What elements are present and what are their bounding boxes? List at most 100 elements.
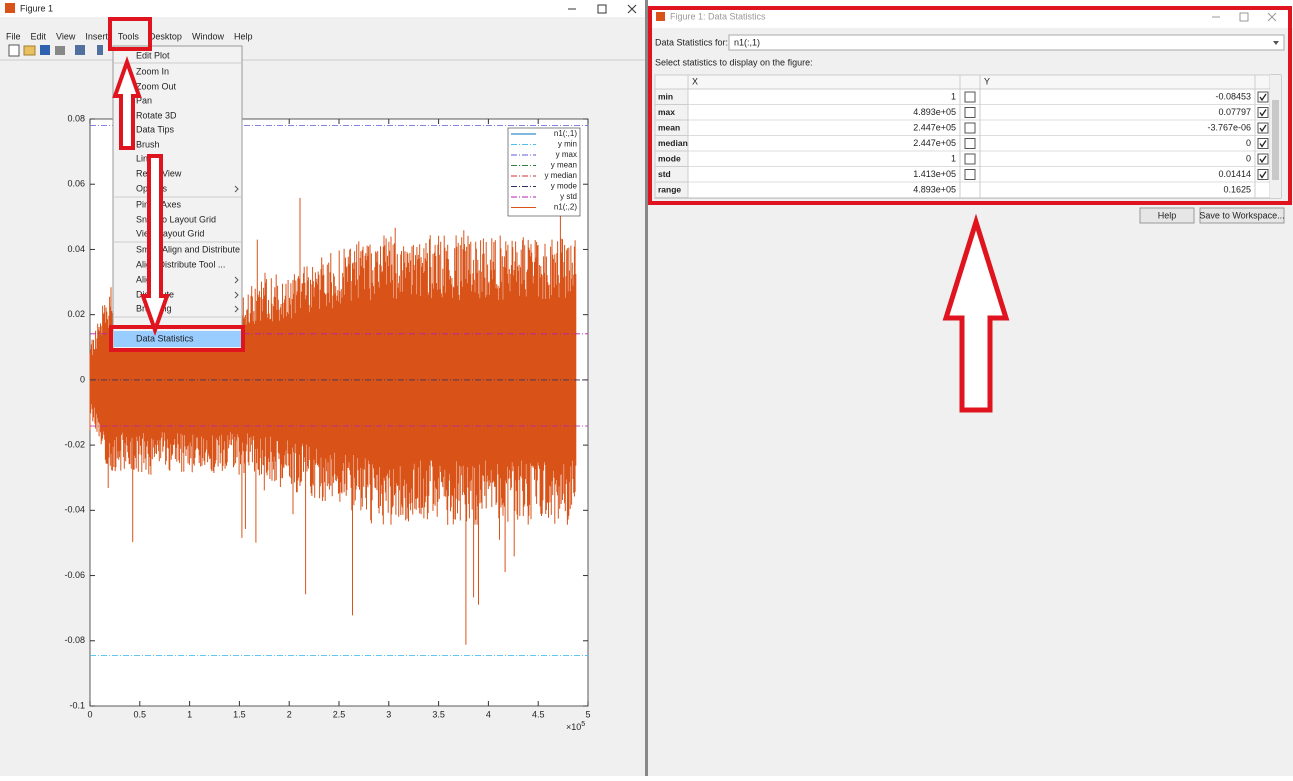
tools-menu-item[interactable]: Align Distribute Tool ... bbox=[136, 259, 225, 269]
submenu-arrow bbox=[234, 276, 239, 284]
menu-item[interactable]: Edit bbox=[31, 31, 47, 41]
save-button[interactable] bbox=[1199, 207, 1285, 224]
help-button[interactable] bbox=[1139, 207, 1195, 224]
tools-menu-item[interactable]: Edit Plot bbox=[136, 50, 170, 60]
legend-label: y std bbox=[560, 192, 577, 201]
checkbox[interactable] bbox=[964, 107, 976, 118]
x-tick-label: 2 bbox=[287, 709, 292, 719]
dialog-close[interactable] bbox=[1267, 12, 1277, 22]
y-stat: -0.08453 bbox=[1215, 91, 1251, 101]
axes: -0.1 -0.08 -0.06 -0.04 -0.02 0 0.02 0.04 0.06 0.0… bbox=[64, 113, 590, 732]
x-tick-label: 2.5 bbox=[333, 709, 346, 719]
open-icon[interactable] bbox=[23, 45, 36, 56]
x-stat: 4.893e+05 bbox=[913, 107, 956, 117]
new-icon[interactable] bbox=[8, 44, 20, 57]
arrow-up-small bbox=[112, 55, 142, 150]
tools-menu-item[interactable]: Zoom Out bbox=[136, 81, 177, 91]
checkmark bbox=[1259, 140, 1267, 148]
row-name: std bbox=[658, 169, 671, 179]
checkmark bbox=[1259, 155, 1267, 164]
insert-icon[interactable] bbox=[97, 45, 103, 55]
x-tick-label: 3.5 bbox=[432, 709, 445, 719]
tools-menu-item[interactable]: Brush bbox=[136, 139, 160, 149]
arrow-down-small bbox=[140, 154, 170, 337]
checkmark bbox=[1259, 171, 1267, 179]
y-tick-label: -0.08 bbox=[64, 635, 85, 645]
menu-bar: File Edit View Insert Tools Desktop Window Help bbox=[6, 31, 252, 41]
y-stat: 0.1625 bbox=[1223, 184, 1251, 194]
window-divider bbox=[645, 0, 648, 776]
submenu-arrow bbox=[234, 291, 239, 299]
save-icon[interactable] bbox=[40, 45, 50, 55]
link-icon[interactable] bbox=[75, 45, 85, 55]
checkmark bbox=[1259, 93, 1267, 102]
tools-menu-item[interactable]: Rotate 3D bbox=[136, 110, 177, 120]
checkbox[interactable] bbox=[1257, 169, 1269, 180]
y-tick-label: 0.04 bbox=[67, 244, 85, 254]
y-tick-label: -0.04 bbox=[64, 505, 85, 515]
x-multiplier: ×105 bbox=[566, 721, 585, 733]
menu-item[interactable]: Tools bbox=[118, 31, 140, 41]
tools-menu-item[interactable]: Zoom In bbox=[136, 66, 169, 76]
y-tick-label: 0 bbox=[80, 374, 85, 384]
checkbox[interactable] bbox=[964, 138, 976, 149]
series-dropdown[interactable] bbox=[728, 34, 1285, 51]
tools-menu-item[interactable]: Smart Align and Distribute bbox=[136, 244, 240, 254]
checkbox[interactable] bbox=[1257, 122, 1269, 134]
scroll-thumb[interactable] bbox=[1272, 100, 1279, 180]
app-icon bbox=[5, 3, 15, 13]
checkbox[interactable] bbox=[1257, 91, 1269, 103]
menu-item[interactable]: Help bbox=[234, 31, 253, 41]
checkmark bbox=[1259, 124, 1267, 133]
y-tick-label: 0.08 bbox=[67, 113, 85, 123]
y-stat: 0 bbox=[1246, 138, 1251, 148]
x-tick-label: 4.5 bbox=[532, 709, 545, 719]
tools-menu-item[interactable]: Snap to Layout Grid bbox=[136, 214, 216, 224]
menu-item[interactable]: Insert bbox=[85, 31, 108, 41]
legend-label: y min bbox=[558, 140, 577, 149]
checkbox[interactable] bbox=[1257, 153, 1269, 165]
dialog-title: Figure 1: Data Statistics bbox=[670, 11, 766, 21]
row-name: mode bbox=[658, 153, 681, 163]
y-stat: 0 bbox=[1246, 153, 1251, 163]
tools-menu-item[interactable]: Link bbox=[136, 153, 153, 163]
tools-menu-item[interactable]: Pan bbox=[136, 95, 152, 105]
menu-item[interactable]: Window bbox=[192, 31, 225, 41]
maximize-button[interactable] bbox=[597, 4, 607, 14]
submenu-arrow bbox=[234, 185, 239, 193]
print-icon[interactable] bbox=[55, 46, 65, 55]
close-button[interactable] bbox=[627, 4, 637, 14]
checkbox[interactable] bbox=[1257, 138, 1269, 149]
help-button-label: Help bbox=[1158, 210, 1177, 220]
dropdown-arrow bbox=[1273, 41, 1279, 45]
checkbox[interactable] bbox=[964, 169, 976, 180]
title-bar bbox=[0, 0, 645, 17]
menu-item[interactable]: View bbox=[56, 31, 76, 41]
tools-menu-item[interactable]: Data Tips bbox=[136, 124, 175, 134]
checkbox[interactable] bbox=[964, 153, 976, 165]
tools-menu-item[interactable]: Align bbox=[136, 274, 156, 284]
legend-label: y median bbox=[545, 171, 577, 180]
x-stat: 2.447e+05 bbox=[913, 138, 956, 148]
checkbox[interactable] bbox=[964, 91, 976, 103]
x-tick-label: 4 bbox=[486, 709, 491, 719]
tools-menu-item[interactable]: View Layout Grid bbox=[136, 228, 204, 238]
x-multiplier-base: ×10 bbox=[566, 722, 581, 732]
row-name: median bbox=[658, 138, 688, 148]
y-tick-label: 0.06 bbox=[67, 179, 85, 189]
x-stat: 1 bbox=[951, 153, 956, 163]
y-tick-label: -0.06 bbox=[64, 570, 85, 580]
dialog-maximize[interactable] bbox=[1239, 12, 1249, 22]
tools-menu-item[interactable]: Data Statistics bbox=[136, 333, 194, 343]
checkbox[interactable] bbox=[1257, 107, 1269, 118]
y-stat: 0.01414 bbox=[1218, 169, 1251, 179]
row-name: mean bbox=[658, 122, 680, 132]
window-title: Figure 1 bbox=[20, 3, 53, 13]
y-stat: 0.07797 bbox=[1218, 107, 1251, 117]
menu-item[interactable]: Desktop bbox=[149, 31, 182, 41]
checkbox[interactable] bbox=[964, 122, 976, 134]
menu-item[interactable]: File bbox=[6, 31, 21, 41]
dialog-title-bar bbox=[648, 0, 1293, 28]
x-tick-label: 0 bbox=[87, 709, 92, 719]
